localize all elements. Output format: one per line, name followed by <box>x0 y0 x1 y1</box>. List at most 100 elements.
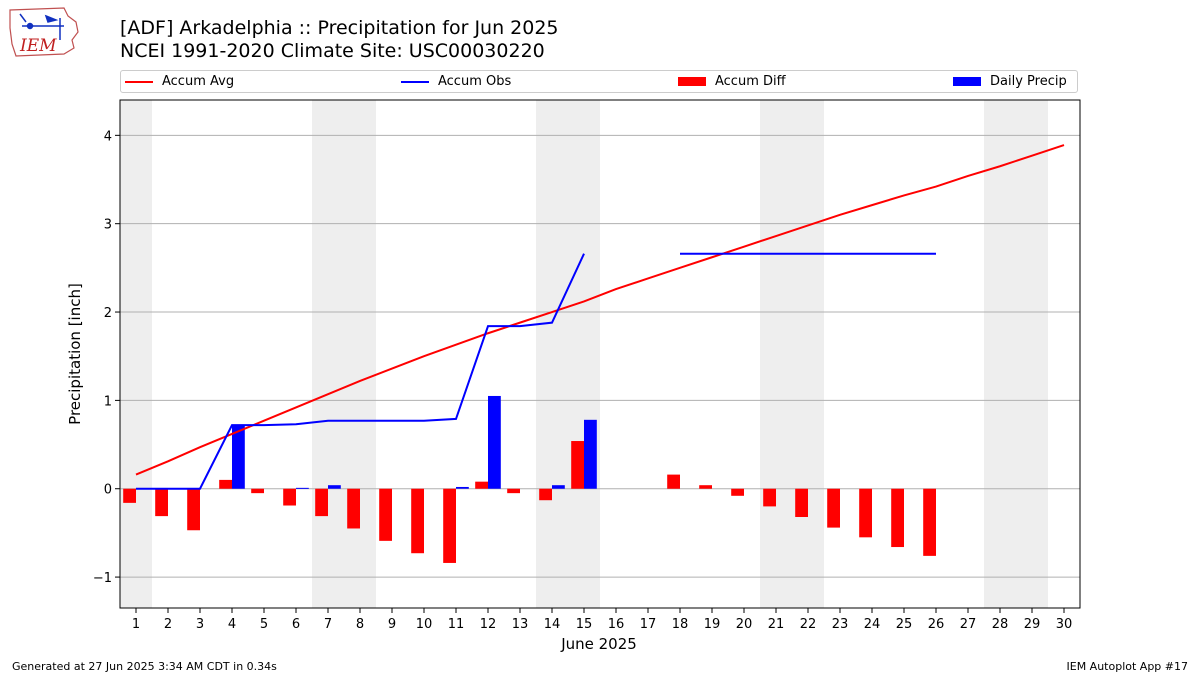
accum-diff-bar <box>155 488 168 517</box>
y-axis-label: Precipitation [inch] <box>66 283 84 425</box>
accum-diff-bar <box>795 488 808 518</box>
accum-diff-bar <box>699 485 712 489</box>
x-tick-label: 29 <box>1024 617 1041 632</box>
weekend-band <box>312 100 344 608</box>
x-tick-label: 28 <box>992 617 1009 632</box>
weekend-shading <box>120 100 1048 608</box>
accum-diff-bar <box>571 441 584 489</box>
x-tick-label: 8 <box>356 617 364 632</box>
legend-label: Accum Avg <box>162 74 235 89</box>
daily-precip-bar <box>456 486 469 489</box>
daily-precip-bar <box>488 395 501 489</box>
accum-diff-bar <box>315 488 328 517</box>
x-tick-label: 16 <box>608 617 625 632</box>
x-tick-label: 19 <box>704 617 721 632</box>
x-tick-label: 27 <box>960 617 977 632</box>
x-tick-label: 25 <box>896 617 913 632</box>
legend-swatch <box>953 77 981 86</box>
x-tick-label: 24 <box>864 617 881 632</box>
x-tick-label: 6 <box>292 617 300 632</box>
accum-diff-bar <box>667 474 680 489</box>
legend-swatch <box>401 80 429 83</box>
y-tick-label: 3 <box>104 218 112 233</box>
accum-diff-bar <box>219 479 232 489</box>
daily-precip-bar <box>328 485 341 489</box>
weekend-band <box>120 100 152 608</box>
accum-diff-bar <box>443 488 456 563</box>
x-tick-label: 21 <box>768 617 785 632</box>
logo-text: IEM <box>19 36 57 56</box>
bars <box>123 395 936 563</box>
plot-frame <box>119 99 1081 609</box>
gridlines <box>120 134 1080 578</box>
legend-label: Daily Precip <box>990 74 1067 89</box>
y-tick-label: 1 <box>104 394 112 409</box>
accum-diff-bar <box>891 488 904 548</box>
x-tick-label: 5 <box>260 617 268 632</box>
accum-diff-bar <box>507 488 520 494</box>
iowa-outline-icon <box>9 7 79 57</box>
accum-diff-bar <box>251 488 264 494</box>
accum-diff-bar <box>763 488 776 507</box>
weekend-band <box>760 100 792 608</box>
app-credit: IEM Autoplot App #17 <box>1066 660 1189 673</box>
x-tick-label: 23 <box>832 617 849 632</box>
x-tick-label: 26 <box>928 617 945 632</box>
series-lines <box>135 144 1065 490</box>
x-axis-label: June 2025 <box>560 635 637 653</box>
x-tick-label: 30 <box>1056 617 1073 632</box>
chart-title: [ADF] Arkadelphia :: Precipitation for J… <box>120 17 559 39</box>
accum-diff-bar <box>347 488 360 529</box>
y-tick-label: 0 <box>104 483 112 498</box>
accum-diff-bar <box>283 488 296 506</box>
chart-subtitle: NCEI 1991-2020 Climate Site: USC00030220 <box>120 40 545 62</box>
y-tick-label: 4 <box>104 129 112 144</box>
x-tick-label: 20 <box>736 617 753 632</box>
accum-diff-bar <box>379 488 392 541</box>
accum-diff-bar <box>859 488 872 538</box>
legend-item-accum-obs: Accum Obs <box>401 71 511 92</box>
accum-diff-bar <box>187 488 200 531</box>
x-tick-label: 22 <box>800 617 817 632</box>
legend-swatch <box>125 80 153 83</box>
legend-item-accum-diff: Accum Diff <box>678 71 786 92</box>
accum-avg-line <box>135 144 1065 476</box>
x-tick-label: 11 <box>448 617 465 632</box>
x-tick-label: 12 <box>480 617 497 632</box>
chart-legend: Accum Avg Accum Obs Accum Diff Daily Pre… <box>120 70 1078 93</box>
legend-item-accum-avg: Accum Avg <box>125 71 234 92</box>
daily-precip-bar <box>296 487 309 489</box>
daily-precip-bar <box>232 425 245 489</box>
iem-logo: IEM <box>9 7 79 57</box>
accum-diff-bar <box>827 488 840 528</box>
weekend-band <box>792 100 824 608</box>
accum-diff-bar <box>475 481 488 489</box>
x-tick-label: 13 <box>512 617 529 632</box>
weekend-band <box>1016 100 1048 608</box>
x-tick-label: 18 <box>672 617 689 632</box>
x-tick-label: 17 <box>640 617 657 632</box>
x-tick-label: 4 <box>228 617 236 632</box>
weekend-band <box>984 100 1016 608</box>
legend-label: Accum Diff <box>715 74 786 89</box>
legend-label: Accum Obs <box>438 74 512 89</box>
accum-diff-bar <box>923 488 936 556</box>
daily-precip-bar <box>584 419 597 489</box>
weather-station-icon <box>19 13 64 40</box>
accum-diff-bar <box>411 488 424 554</box>
x-tick-label: 7 <box>324 617 332 632</box>
accum-diff-bar <box>731 488 744 496</box>
weekend-band <box>568 100 600 608</box>
y-tick-label: 2 <box>104 306 112 321</box>
daily-precip-bar <box>552 485 565 489</box>
accum-diff-bar <box>539 488 552 501</box>
generated-timestamp: Generated at 27 Jun 2025 3:34 AM CDT in … <box>12 660 277 673</box>
legend-swatch <box>678 77 706 86</box>
weekend-band <box>536 100 568 608</box>
y-tick-label: −1 <box>93 571 112 586</box>
x-tick-label: 14 <box>544 617 561 632</box>
x-tick-label: 10 <box>416 617 433 632</box>
accum-obs-line <box>136 253 585 490</box>
